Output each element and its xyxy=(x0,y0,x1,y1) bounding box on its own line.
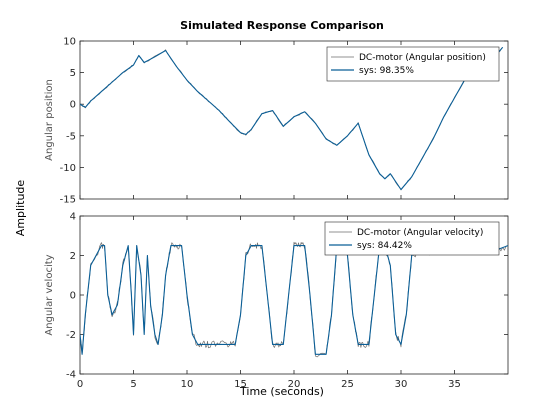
x-tick-label: 30 xyxy=(395,379,408,390)
y-tick-label: -10 xyxy=(60,163,76,174)
y-tick-label: 0 xyxy=(70,100,76,111)
legend: DC-motor (Angular position) sys: 98.35% xyxy=(326,46,500,82)
panel-ylabel: Angular velocity xyxy=(44,254,55,335)
x-axis-label: Time (seconds) xyxy=(239,385,324,398)
series-group xyxy=(80,46,504,191)
legend-entry: DC-motor (Angular velocity) xyxy=(357,228,483,238)
x-tick-label: 5 xyxy=(130,379,136,390)
plot-panels: 10 5 0 -5 -10 -15 Angular position DC-motor (An… xyxy=(44,37,509,390)
y-tick-label: -2 xyxy=(66,330,76,341)
x-tick-label: 0 xyxy=(77,379,83,390)
y-tick-label: 4 xyxy=(70,212,76,223)
legend-entry: sys: 84.42% xyxy=(357,241,412,251)
panel-1: 10 5 0 -5 -10 -15 Angular position DC-motor (An… xyxy=(44,37,509,206)
x-tick-label: 20 xyxy=(288,379,301,390)
legend-entry: sys: 98.35% xyxy=(359,66,414,76)
figure-ylabel: Amplitude xyxy=(14,180,27,237)
y-tick-label: -15 xyxy=(60,195,76,206)
chart-title: Simulated Response Comparison xyxy=(180,19,384,32)
x-tick-label: 10 xyxy=(181,379,194,390)
legend-entry: DC-motor (Angular position) xyxy=(359,53,486,63)
legend: DC-motor (Angular velocity) sys: 84.42% xyxy=(324,221,500,256)
legend-box xyxy=(324,221,500,256)
y-tick-label: -5 xyxy=(66,131,76,142)
x-tick-label: 25 xyxy=(341,379,354,390)
x-tick-label: 15 xyxy=(234,379,247,390)
y-tick-label: 0 xyxy=(70,291,76,302)
y-tick-label: 10 xyxy=(63,37,76,48)
y-tick-label: -4 xyxy=(66,370,76,381)
x-tick-label: 35 xyxy=(448,379,461,390)
legend-box xyxy=(326,46,500,82)
model-series-line xyxy=(80,46,504,191)
panel-ylabel: Angular position xyxy=(44,79,55,161)
y-tick-label: 2 xyxy=(70,251,76,262)
y-tick-label: 5 xyxy=(70,68,76,79)
series-group xyxy=(80,241,508,358)
model-series-line xyxy=(80,245,508,355)
